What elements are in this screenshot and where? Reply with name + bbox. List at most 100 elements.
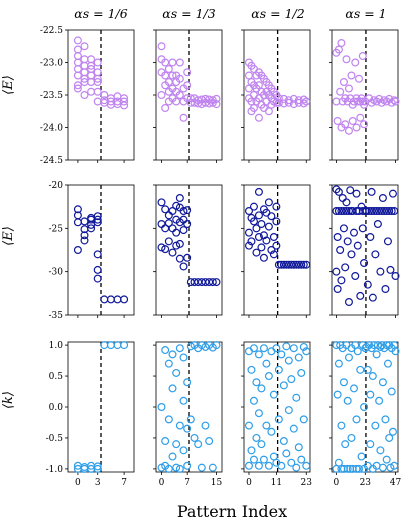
data-point — [277, 260, 286, 269]
data-point — [297, 455, 306, 464]
data-point — [338, 194, 347, 203]
data-point — [367, 207, 376, 216]
data-point — [391, 347, 400, 356]
x-tick-label: 15 — [211, 478, 223, 488]
data-point — [341, 440, 350, 449]
data-point — [93, 274, 102, 283]
data-point — [164, 211, 173, 220]
data-point — [161, 437, 170, 446]
data-point — [287, 375, 296, 384]
x-tick-label: 3 — [95, 478, 101, 488]
col-title-2: αs = 1/3 — [162, 6, 215, 21]
data-point — [372, 350, 381, 359]
data-point — [377, 98, 386, 107]
data-point — [164, 64, 173, 73]
data-point — [279, 437, 288, 446]
data-point — [385, 207, 394, 216]
data-point — [336, 246, 345, 255]
data-point — [289, 94, 298, 103]
data-point — [333, 285, 342, 294]
data-point — [287, 458, 296, 467]
y-tick-label: -0.5 — [46, 434, 64, 444]
data-point — [287, 260, 296, 269]
data-point — [339, 207, 348, 216]
data-point — [212, 341, 221, 350]
data-point — [175, 194, 184, 203]
data-point — [247, 365, 256, 374]
data-point — [370, 207, 379, 216]
data-point — [80, 74, 89, 83]
data-point — [259, 253, 268, 262]
data-point — [93, 215, 102, 224]
data-point — [382, 207, 391, 216]
data-point — [212, 94, 221, 103]
data-point — [372, 97, 381, 106]
data-point — [277, 461, 286, 470]
data-point — [247, 237, 256, 246]
data-point — [73, 246, 82, 255]
x-tick-label: 7 — [184, 478, 190, 488]
subplot-r3-c3: 0 11 23 — [241, 341, 313, 488]
y-tick-label: -1.0 — [46, 465, 64, 475]
data-point — [387, 207, 396, 216]
y-tick-label: -23.5 — [40, 91, 63, 101]
data-point — [257, 220, 266, 229]
data-point — [249, 90, 258, 99]
data-point — [87, 55, 96, 64]
data-point — [205, 437, 214, 446]
data-point — [249, 396, 258, 405]
data-point — [93, 97, 102, 106]
data-point — [264, 222, 273, 231]
row-ylabel-2: ⟨E⟩ — [1, 226, 16, 246]
data-point — [168, 248, 177, 257]
data-point — [73, 71, 82, 80]
data-point — [386, 265, 395, 274]
data-point — [299, 415, 308, 424]
data-point — [352, 415, 361, 424]
data-point — [352, 464, 361, 473]
data-point — [93, 218, 102, 227]
data-point — [262, 421, 271, 430]
data-point — [356, 113, 365, 122]
data-point — [390, 461, 399, 470]
data-point — [302, 461, 311, 470]
subplot-r3-c4: 0 23 47 — [329, 341, 401, 488]
x-tick-label: 23 — [301, 478, 313, 488]
data-point — [337, 276, 346, 285]
data-point — [344, 207, 353, 216]
data-point — [302, 347, 311, 356]
data-point — [385, 433, 394, 442]
data-point — [367, 187, 376, 196]
data-point — [299, 342, 308, 351]
data-point — [337, 421, 346, 430]
data-point — [175, 90, 184, 99]
data-point — [272, 98, 281, 107]
data-point — [282, 342, 291, 351]
data-point — [93, 462, 102, 471]
y-tick-label: 0.5 — [49, 372, 64, 382]
data-point — [388, 427, 397, 436]
data-point — [348, 116, 357, 125]
data-point — [382, 97, 391, 106]
data-point — [333, 390, 342, 399]
data-point — [353, 347, 362, 356]
data-point — [247, 446, 256, 455]
data-point — [371, 250, 380, 259]
data-point — [264, 198, 273, 207]
data-point — [390, 207, 399, 216]
data-point — [93, 74, 102, 83]
subplot-r2-c4 — [329, 184, 400, 318]
data-point — [368, 293, 377, 302]
subplot-r2-c3 — [241, 184, 311, 318]
data-point — [80, 42, 89, 51]
data-point — [80, 236, 89, 245]
data-point — [378, 194, 387, 203]
data-point — [208, 463, 217, 472]
data-point — [284, 406, 293, 415]
data-point — [358, 51, 367, 60]
data-point — [292, 260, 301, 269]
data-point — [391, 272, 400, 281]
data-point — [279, 94, 288, 103]
data-point — [332, 207, 341, 216]
data-point — [279, 381, 288, 390]
